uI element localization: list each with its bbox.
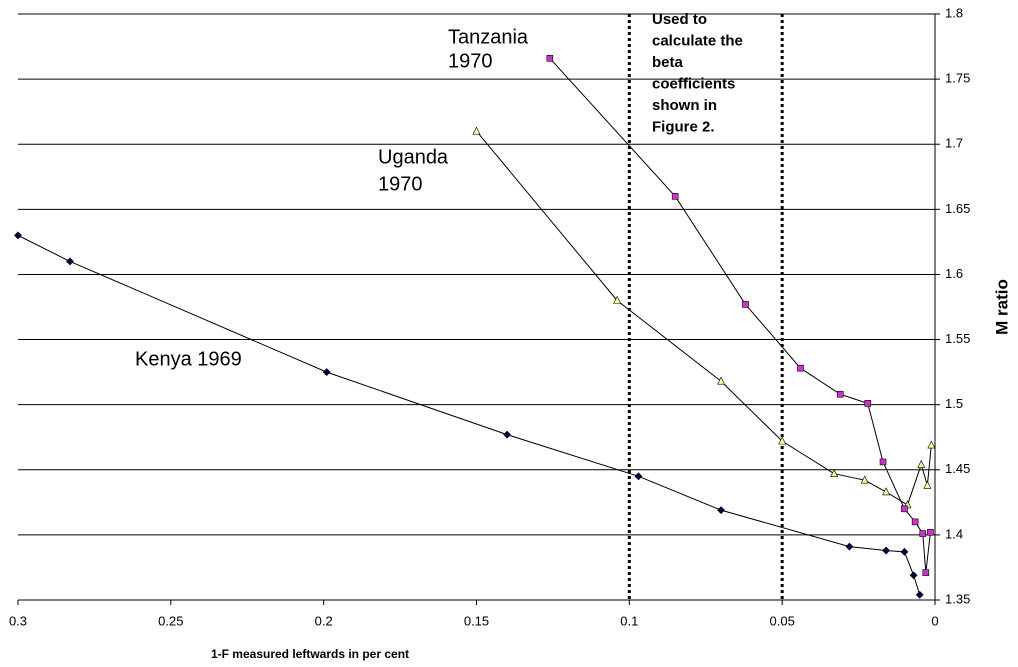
annotation: beta [652,54,684,71]
data-point [66,257,74,266]
y-tick-label: 1.8 [945,5,963,20]
data-point [836,390,844,398]
y-tick-label: 1.65 [945,201,970,216]
annotation: shown in [652,97,717,114]
data-point [911,518,919,526]
data-point [472,126,481,135]
y-tick-label: 1.4 [945,526,963,541]
y-tick-label: 1.75 [945,71,970,86]
data-point [778,436,787,445]
data-point [927,528,934,536]
data-point [901,505,908,513]
data-point [717,506,725,515]
data-point [922,569,930,576]
x-tick-label: 0.2 [315,613,333,628]
data-point [909,571,918,580]
y-tick-label: 1.55 [945,331,970,346]
x-axis-title: 1-F measured leftwards in per cent [211,647,409,661]
data-point [919,530,927,537]
y-tick-label: 1.5 [945,396,963,411]
x-tick-label: 0.3 [9,613,27,628]
series-line [476,130,932,506]
y-tick-label: 1.7 [945,136,963,151]
data-point [900,547,909,556]
annotation: Uganda [378,146,449,168]
x-tick-label: 0.25 [158,613,183,628]
data-point [797,364,804,372]
data-point [830,469,839,477]
y-axis-title: M ratio [992,279,1011,335]
data-point [915,590,924,599]
x-tick-label: 0 [931,613,938,628]
annotation: Tanzania [448,26,529,48]
data-point [634,472,643,481]
y-tick-label: 1.35 [945,591,970,606]
data-point [14,231,22,240]
annotation: Kenya 1969 [135,348,242,370]
annotation: calculate the [652,32,743,49]
data-point [927,440,936,449]
data-point [882,487,891,496]
data-point [864,400,872,407]
data-point [923,480,932,489]
series-line [549,57,931,573]
annotation: 1970 [448,50,493,72]
data-point [845,542,854,551]
data-point [860,475,869,484]
x-tick-label: 0.1 [620,613,638,628]
data-point [322,368,331,377]
x-tick-label: 0.15 [464,613,489,628]
data-point [917,459,926,468]
x-tick-label: 0.05 [770,613,795,628]
y-tick-label: 1.6 [945,266,963,281]
data-point [742,301,749,308]
data-point [882,546,891,555]
data-point [717,376,726,385]
data-point [613,295,622,304]
annotation: coefficients [652,75,735,92]
annotation: Used to [652,11,707,28]
series-line [17,234,921,595]
data-point [671,193,679,200]
annotation: 1970 [378,173,423,195]
y-tick-label: 1.45 [945,461,970,476]
data-point [546,54,554,62]
data-point [879,458,887,466]
annotation: Figure 2. [652,118,715,135]
data-point [503,430,511,439]
